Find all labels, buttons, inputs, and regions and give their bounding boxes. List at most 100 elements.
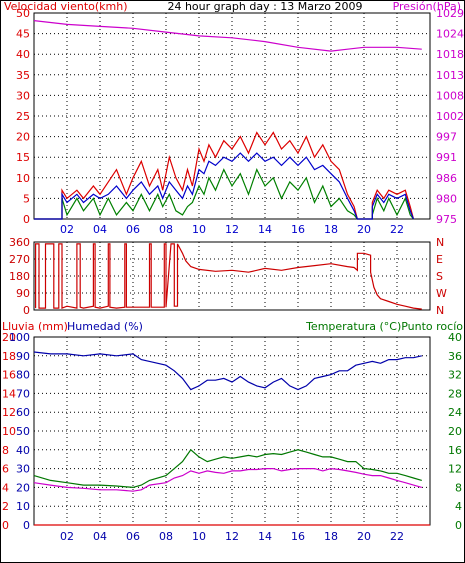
wind-x-tick: 18 [324, 223, 338, 236]
temperature-y-tick: 8 [455, 481, 462, 494]
pressure-y-tick: 1002 [436, 110, 464, 123]
humidity-axis-label: Humedad (%) [67, 320, 143, 333]
rain-x-tick: 10 [192, 530, 206, 543]
wind-x-tick-labels: 02 04 06 08 10 12 14 16 18 20 22 [60, 223, 404, 236]
humidity-y-tick: 90 [16, 350, 30, 363]
chart-title: 24 hour graph day : 13 Marzo 2009 [167, 0, 362, 13]
humidity-line [33, 351, 422, 391]
wind-y-tick-labels: 0 5 10 15 20 25 30 35 40 45 50 [16, 7, 30, 226]
pressure-y-tick: 1008 [436, 89, 464, 102]
rain-humidity-temp-series [33, 351, 430, 526]
direction-degree-labels: 0 90 180 270 360 [9, 236, 30, 317]
wind-x-tick: 20 [357, 223, 371, 236]
pressure-y-tick: 997 [436, 131, 457, 144]
rain-y-tick: 6 [2, 463, 9, 476]
wind-x-tick: 14 [258, 223, 272, 236]
pressure-y-tick: 975 [436, 213, 457, 226]
temperature-y-tick: 32 [448, 369, 462, 382]
pressure-y-tick-labels: 975 980 986 991 997 1002 1008 1013 1018 1024 1029 [436, 7, 464, 226]
rain-gridlines [34, 337, 430, 525]
rain-y-tick: 16 [2, 369, 16, 382]
rain-x-tick: 18 [324, 530, 338, 543]
humidity-y-tick: 80 [16, 369, 30, 382]
temperature-y-tick: 12 [448, 463, 462, 476]
wind-x-tick: 16 [291, 223, 305, 236]
wind-y-tick: 30 [16, 89, 30, 102]
wind-series [33, 20, 422, 220]
wind-x-tick: 02 [60, 223, 74, 236]
temperature-y-tick: 0 [455, 519, 462, 532]
direction-y-tick: 180 [9, 270, 30, 283]
humidity-y-tick: 60 [16, 406, 30, 419]
temperature-y-tick: 16 [448, 444, 462, 457]
humidity-y-tick: 20 [16, 481, 30, 494]
rain-y-tick-labels: 0 2 4 6 8 10 12 14 16 18 20 [2, 331, 16, 532]
compass-label: N [436, 304, 444, 317]
humidity-y-tick: 100 [9, 331, 30, 344]
rain-y-tick: 20 [2, 331, 16, 344]
rain-axis-label: Lluvia (mm) [2, 320, 68, 333]
pressure-line [33, 20, 422, 52]
rain-y-tick: 10 [2, 425, 16, 438]
direction-series [34, 243, 422, 310]
temperature-y-tick: 24 [448, 406, 462, 419]
pressure-y-tick: 1018 [436, 48, 464, 61]
pressure-y-tick: 986 [436, 172, 457, 185]
temperature-dewpoint-axis-label: Temperatura (°C)Punto rocío [305, 320, 463, 333]
temperature-y-tick: 4 [455, 500, 462, 513]
humidity-y-tick-labels: 0 10 20 30 40 50 60 70 80 90 100 [9, 331, 30, 532]
pressure-y-tick: 1029 [436, 7, 464, 20]
rain-y-tick: 14 [2, 387, 16, 400]
wind-y-tick: 0 [23, 213, 30, 226]
rain-x-tick: 08 [159, 530, 173, 543]
temperature-y-tick: 28 [448, 387, 462, 400]
pressure-axis-label: Presión(hPa) [393, 0, 461, 13]
compass-label: W [436, 287, 447, 300]
rain-x-tick: 14 [258, 530, 272, 543]
wind-y-tick: 10 [16, 172, 30, 185]
direction-y-tick: 270 [9, 253, 30, 266]
direction-y-tick: 90 [16, 287, 30, 300]
humidity-y-tick: 50 [16, 425, 30, 438]
wind-speed-axis-label: Velocidad viento(kmh) [4, 0, 128, 13]
rain-x-tick-labels: 02 04 06 08 10 12 14 16 18 20 22 [60, 530, 404, 543]
wind-y-tick: 25 [16, 110, 30, 123]
wind-x-tick: 22 [390, 223, 404, 236]
wind-x-tick: 06 [126, 223, 140, 236]
avg-line [34, 152, 415, 220]
direction-y-tick: 360 [9, 236, 30, 249]
wind-y-tick: 45 [16, 28, 30, 41]
direction-y-tick: 0 [23, 304, 30, 317]
rain-x-tick: 02 [60, 530, 74, 543]
humidity-y-tick: 70 [16, 387, 30, 400]
wind-x-tick: 08 [159, 223, 173, 236]
wind-x-tick: 10 [192, 223, 206, 236]
rain-x-tick: 20 [357, 530, 371, 543]
humidity-y-tick: 30 [16, 463, 30, 476]
temperature-line [33, 448, 422, 489]
pressure-y-tick: 991 [436, 151, 457, 164]
dewpoint-line [33, 467, 422, 492]
wind-pressure-panel: Velocidad viento(kmh) 24 hour graph day … [4, 0, 464, 236]
humidity-y-tick: 0 [23, 519, 30, 532]
pressure-y-tick: 980 [436, 192, 457, 205]
temperature-y-tick: 36 [448, 350, 462, 363]
compass-label: E [436, 253, 443, 266]
rain-y-tick: 4 [2, 481, 9, 494]
wind-x-tick: 04 [93, 223, 107, 236]
temperature-y-tick-labels: 0 4 8 12 16 20 24 28 32 36 40 [448, 331, 462, 532]
rain-y-tick: 12 [2, 406, 16, 419]
rain-x-tick: 04 [93, 530, 107, 543]
wind-x-tick: 12 [225, 223, 239, 236]
rain-y-tick: 0 [2, 519, 9, 532]
humidity-y-tick: 10 [16, 500, 30, 513]
rain-x-tick: 16 [291, 530, 305, 543]
rain-x-tick: 22 [390, 530, 404, 543]
compass-label: S [436, 270, 443, 283]
pressure-y-tick: 1013 [436, 69, 464, 82]
wind-y-tick: 20 [16, 131, 30, 144]
wind-y-tick: 40 [16, 48, 30, 61]
compass-label: N [436, 236, 444, 249]
